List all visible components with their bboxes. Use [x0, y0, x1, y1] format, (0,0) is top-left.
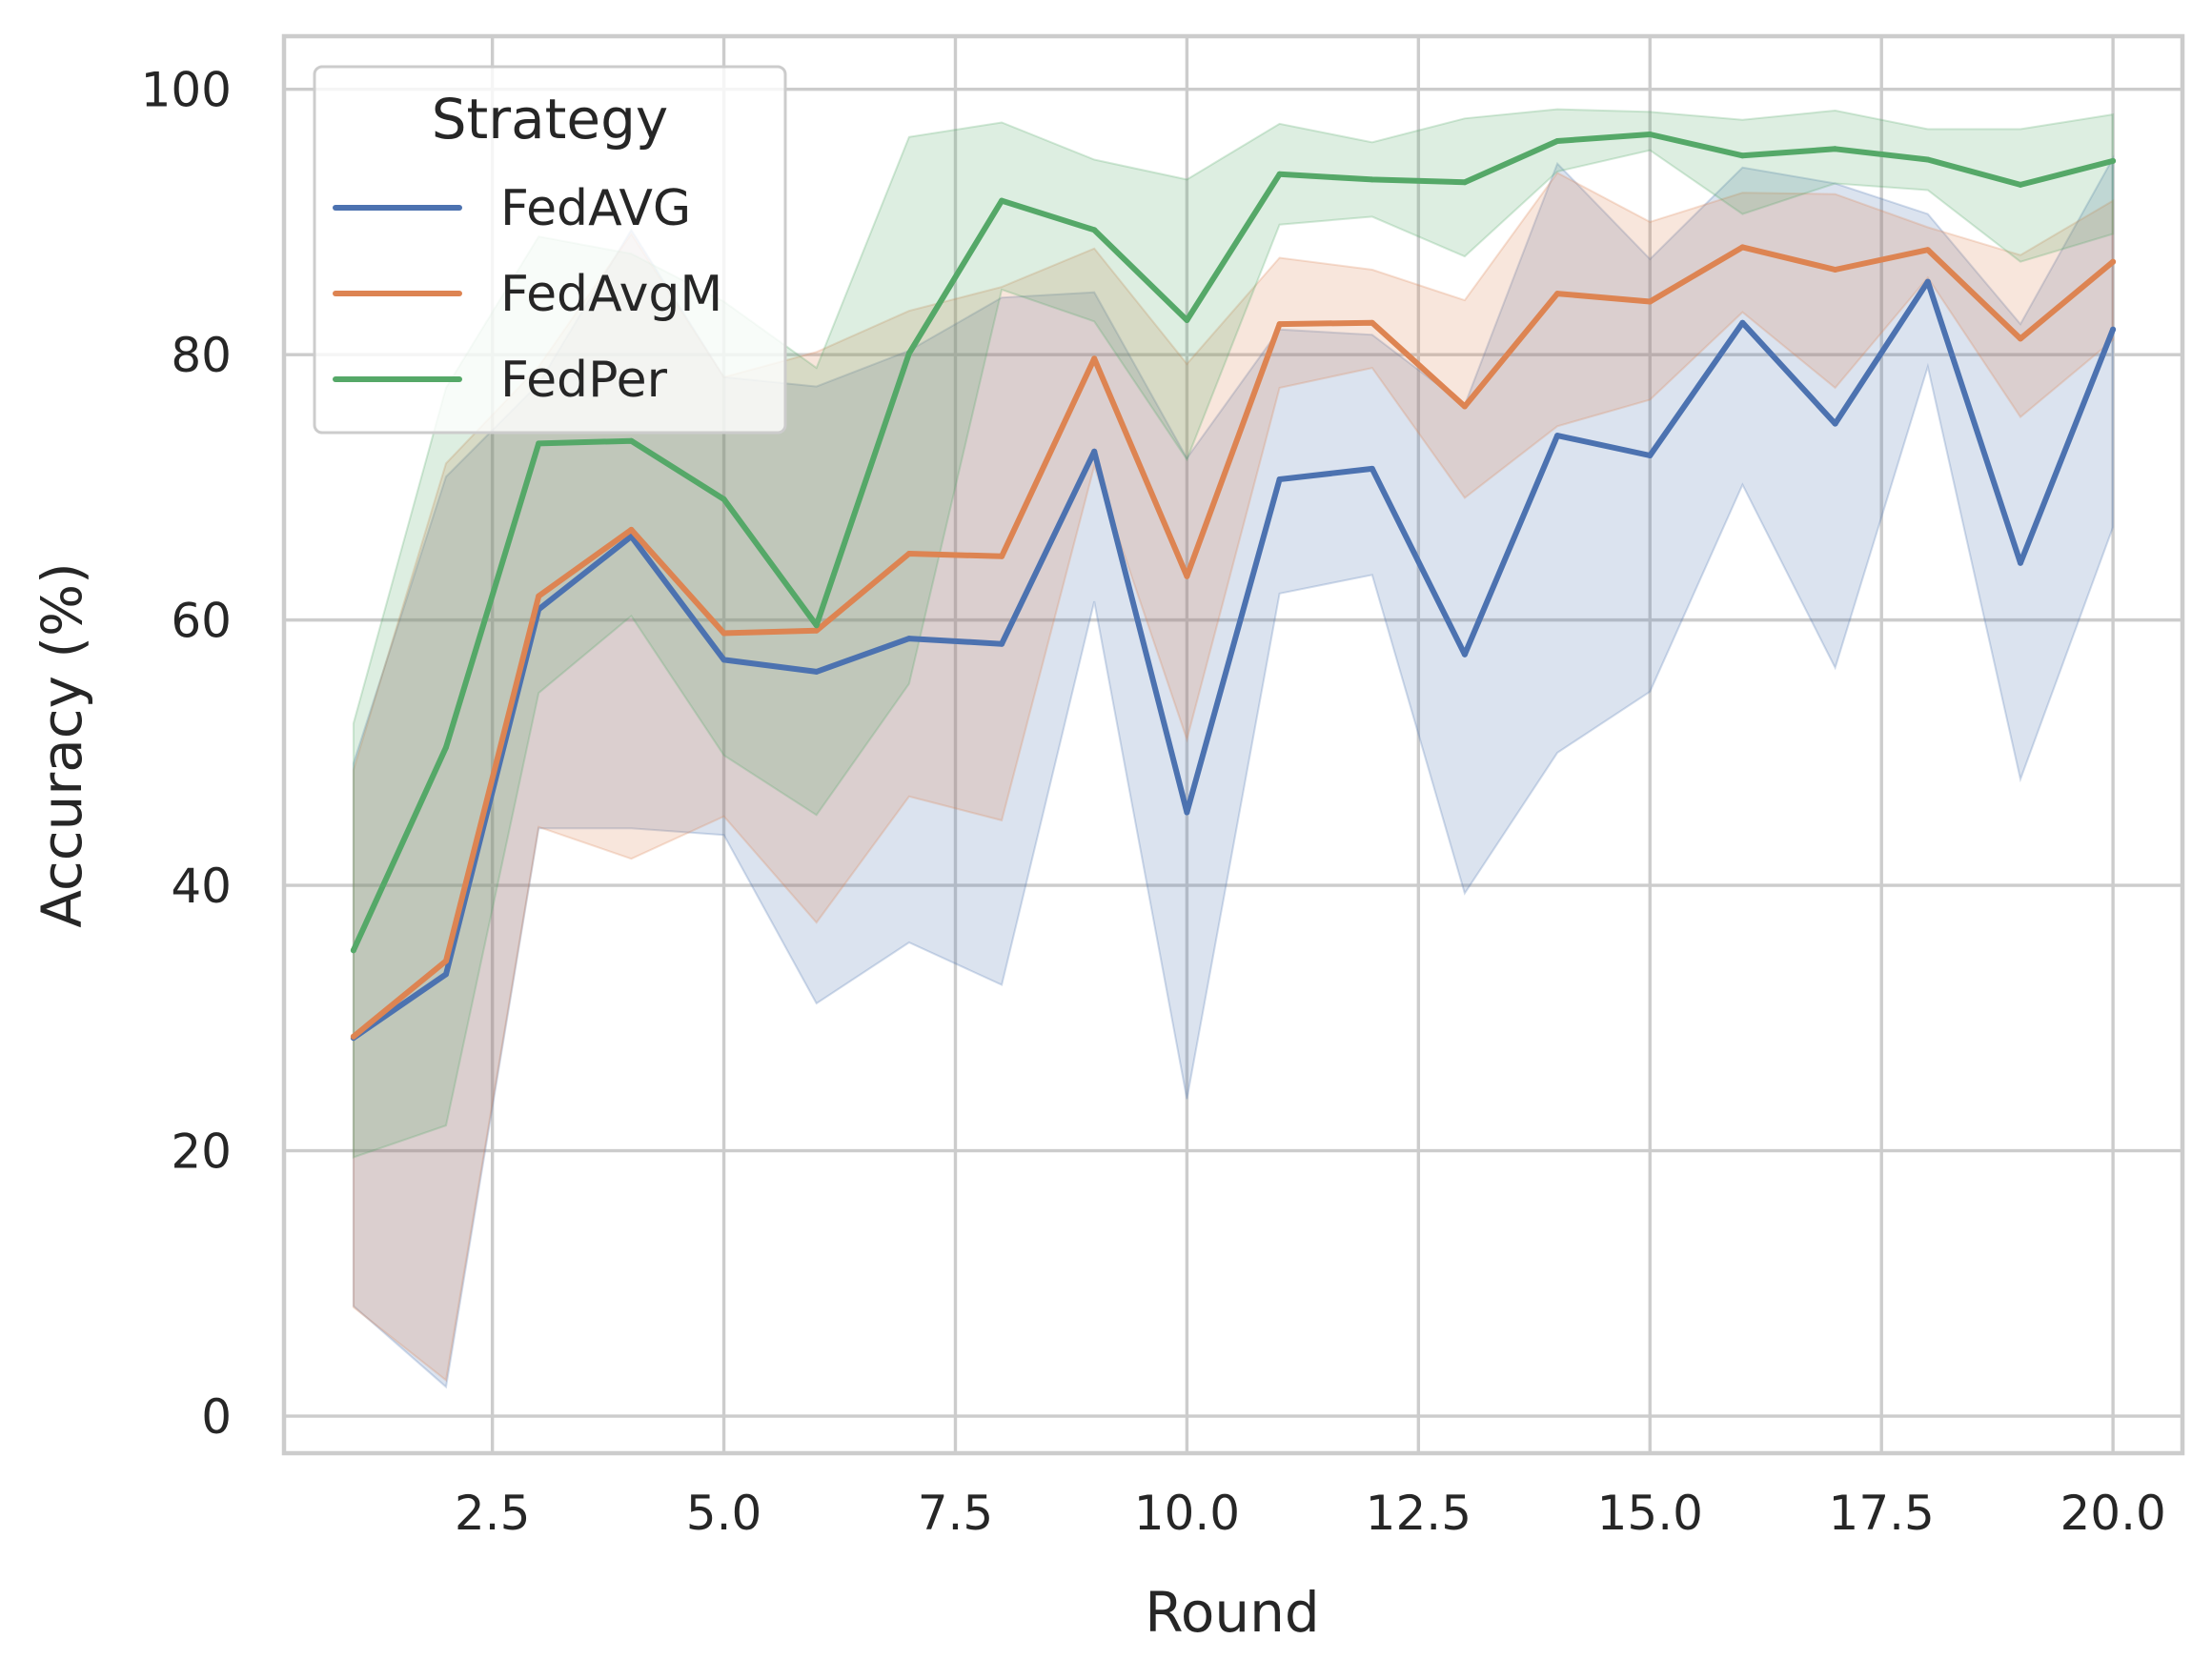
fedavgm-confidence-band — [352, 172, 2115, 1383]
x-tick-label: 17.5 — [1829, 1486, 1935, 1541]
fedavgm-point — [1276, 321, 1283, 328]
legend-item-fedper: FedPer — [333, 352, 668, 409]
fedper-point — [999, 197, 1005, 204]
fedper-point — [350, 947, 356, 954]
fedper-point — [1924, 156, 1931, 163]
fedper-confidence-band — [352, 108, 2115, 1159]
fedper-point — [1091, 227, 1098, 233]
fedavg-point — [1832, 420, 1838, 427]
fedper-point — [1647, 132, 1654, 137]
series-lines — [350, 132, 2117, 1042]
fedavgm-point — [350, 1033, 356, 1040]
legend-item-fedavg: FedAVG — [333, 180, 691, 237]
fedavg-point — [905, 636, 912, 642]
x-tick-label: 12.5 — [1366, 1486, 1471, 1541]
y-axis-title: Accuracy (%) — [30, 562, 94, 928]
y-tick-label: 80 — [171, 328, 232, 383]
fedavg-point — [1554, 433, 1561, 439]
fedavgm-point — [536, 593, 542, 599]
fedper-point — [1184, 317, 1190, 323]
x-axis-title: Round — [1145, 1580, 1320, 1645]
legend-label: FedPer — [500, 352, 668, 409]
fedper-point — [2110, 157, 2117, 164]
fedper-point — [1461, 179, 1468, 186]
fedper-line — [350, 132, 2117, 954]
legend-box — [313, 65, 787, 435]
legend-label: FedAVG — [500, 180, 691, 237]
fedper-point — [1369, 176, 1375, 183]
fedavg-point — [2110, 326, 2117, 333]
fedavg-point — [720, 657, 727, 663]
fedavg-point — [2018, 559, 2023, 566]
x-axis-ticks: 2.5 5.0 7.5 10.0 12.5 15.0 17.5 20.0 — [455, 1486, 2166, 1541]
fedavgm-point — [628, 526, 635, 533]
fedavgm-point — [1647, 298, 1654, 305]
fedavgm-point — [1091, 355, 1098, 362]
fedavgm-point — [443, 958, 449, 964]
x-tick-label: 7.5 — [918, 1486, 994, 1541]
legend-items: FedAVG FedAvgM FedPer — [333, 180, 722, 409]
fedavg-point — [1369, 465, 1375, 472]
fedavg-point — [1924, 278, 1931, 285]
fedavg-point — [813, 668, 820, 675]
x-tick-label: 2.5 — [455, 1486, 531, 1541]
y-axis-ticks: 0 20 40 60 80 100 — [141, 63, 232, 1445]
fedper-point — [536, 440, 542, 447]
legend-label: FedAvgM — [500, 266, 722, 323]
fedavgm-point — [999, 553, 1005, 559]
fedavg-point — [1276, 476, 1283, 482]
fedavgm-point — [720, 630, 727, 637]
fedavg-point — [999, 640, 1005, 647]
fedavg-point — [1739, 319, 1746, 326]
legend-item-fedavgm: FedAvgM — [333, 266, 722, 323]
y-tick-label: 20 — [171, 1124, 232, 1180]
y-tick-label: 0 — [201, 1389, 232, 1445]
fedavg-confidence-band — [352, 154, 2115, 1389]
plot-frame — [281, 33, 2185, 1456]
x-tick-label: 10.0 — [1134, 1486, 1240, 1541]
fedavgm-point — [905, 551, 912, 557]
fedavg-point — [1461, 651, 1468, 658]
fedper-point — [905, 350, 912, 356]
y-tick-label: 40 — [171, 859, 232, 914]
fedavgm-line — [350, 244, 2117, 1040]
fedavgm-point — [1369, 319, 1375, 326]
confidence-bands — [352, 108, 2115, 1389]
fedavgm-point — [1832, 267, 1838, 273]
x-tick-label: 20.0 — [2060, 1486, 2165, 1541]
fedper-point — [1739, 152, 1746, 159]
fedavg-point — [443, 971, 449, 978]
fedavg-point — [1184, 809, 1190, 816]
fedper-point — [628, 437, 635, 444]
fedavgm-point — [2110, 258, 2117, 265]
fedper-point — [720, 496, 727, 502]
fedavgm-point — [2018, 335, 2023, 342]
fedavg-point — [1647, 453, 1654, 458]
legend-title: Strategy — [432, 87, 669, 152]
fedavgm-point — [1739, 244, 1746, 251]
fedavg-point — [1091, 448, 1098, 455]
fedavg-line — [350, 278, 2117, 1042]
fedper-point — [443, 744, 449, 751]
fedper-point — [813, 622, 820, 629]
fedper-point — [2018, 181, 2023, 188]
x-tick-label: 15.0 — [1597, 1486, 1703, 1541]
fedavgm-point — [1924, 247, 1931, 253]
fedavgm-point — [813, 627, 820, 634]
fedavgm-point — [1461, 403, 1468, 410]
fedper-point — [1832, 146, 1838, 152]
fedper-point — [1554, 138, 1561, 144]
y-tick-label: 100 — [141, 63, 232, 118]
y-tick-label: 60 — [171, 594, 232, 649]
fedavgm-point — [1184, 573, 1190, 579]
x-tick-label: 5.0 — [686, 1486, 762, 1541]
fedavgm-point — [1554, 291, 1561, 297]
fedper-point — [1276, 171, 1283, 177]
legend: Strategy FedAVG FedAvgM FedPer — [313, 65, 787, 435]
